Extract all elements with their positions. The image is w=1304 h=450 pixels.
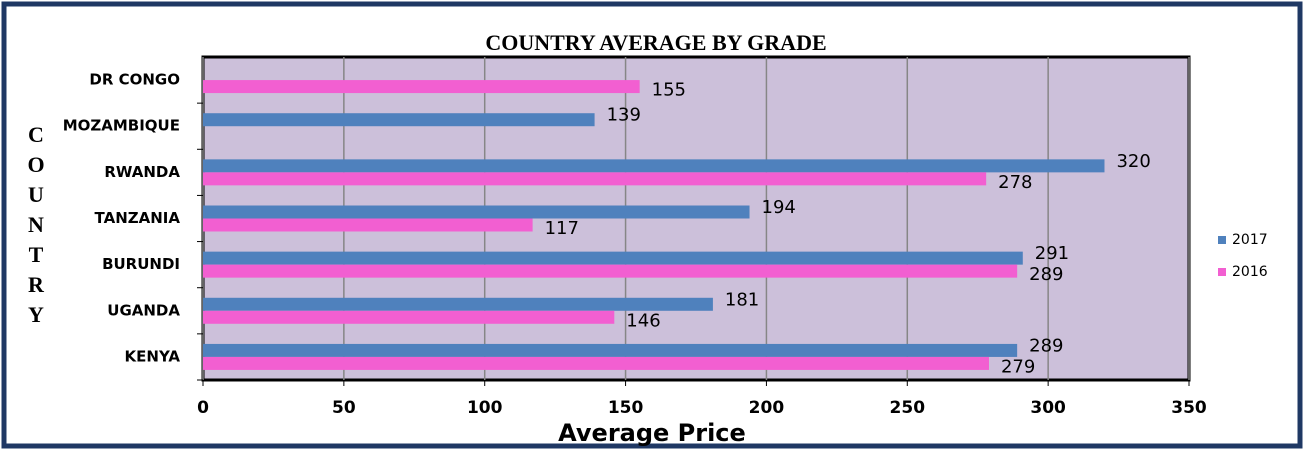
x-tick-label: 100 [467, 398, 503, 418]
y-tick-label: KENYA [125, 347, 181, 365]
value-label: 194 [762, 197, 796, 218]
bar [203, 172, 987, 186]
bar [203, 264, 1018, 278]
bar [203, 297, 713, 311]
y-tick-label: UGANDA [107, 301, 180, 319]
value-label: 155 [652, 80, 686, 101]
x-tick-label: 150 [608, 398, 644, 418]
bar [203, 205, 750, 219]
bar [203, 80, 640, 94]
bar [203, 218, 533, 232]
bar [203, 343, 1018, 357]
chart-title: COUNTRY AVERAGE BY GRADE [485, 30, 826, 55]
bar [203, 310, 615, 324]
legend-label: 2016 [1232, 264, 1268, 280]
legend-label: 2017 [1232, 232, 1268, 248]
x-tick-label: 300 [1030, 398, 1066, 418]
value-label: 278 [998, 172, 1032, 193]
value-label: 181 [725, 289, 759, 310]
value-label: 146 [626, 310, 660, 331]
value-label: 279 [1001, 356, 1035, 377]
bar [203, 159, 1105, 173]
x-tick-label: 0 [197, 398, 209, 418]
value-label: 289 [1029, 264, 1063, 285]
legend-swatch [1218, 268, 1226, 276]
x-tick-label: 350 [1171, 398, 1207, 418]
y-tick-label: DR CONGO [89, 71, 180, 89]
x-tick-label: 50 [332, 398, 356, 418]
legend-swatch [1218, 236, 1226, 244]
y-tick-label: BURUNDI [102, 255, 180, 273]
value-label: 117 [545, 218, 579, 239]
y-tick-label: TANZANIA [95, 209, 181, 227]
bar [203, 356, 989, 370]
bar [203, 251, 1023, 265]
value-label: 320 [1116, 151, 1150, 172]
value-label: 289 [1029, 335, 1063, 356]
y-tick-label: MOZAMBIQUE [63, 117, 180, 135]
y-tick-label: RWANDA [104, 163, 180, 181]
value-label: 139 [607, 105, 641, 126]
x-axis-title: Average Price [558, 419, 746, 447]
x-tick-label: 250 [890, 398, 926, 418]
bar [203, 113, 595, 127]
y-axis-title: COUNTRY [24, 122, 49, 332]
x-tick-label: 200 [749, 398, 785, 418]
value-label: 291 [1035, 243, 1069, 264]
